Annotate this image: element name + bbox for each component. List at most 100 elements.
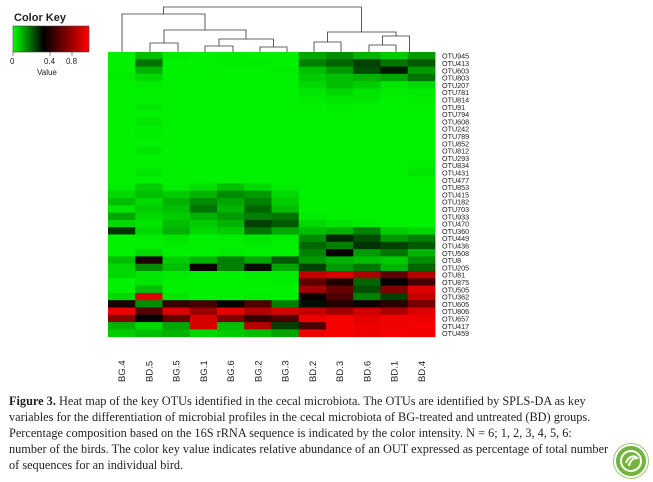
heatmap-cell [162, 139, 191, 148]
heatmap-cell [298, 278, 327, 286]
heatmap-cell [217, 329, 245, 338]
heatmap-cell [217, 66, 245, 75]
heatmap-cell [217, 198, 245, 206]
heatmap-cell [189, 292, 218, 301]
heatmap-cell [189, 81, 218, 89]
heatmap-cell [162, 59, 191, 67]
heatmap-cell [135, 161, 163, 170]
heatmap-cell [407, 285, 436, 294]
heatmap-cell [380, 278, 409, 286]
heatmap-cell [271, 52, 300, 60]
heatmap-cell [298, 234, 327, 243]
heatmap-cell [271, 103, 300, 111]
heatmap-cell [135, 168, 163, 177]
heatmap-cell [353, 314, 381, 323]
heatmap-cell [407, 52, 436, 60]
heatmap-cell [380, 176, 409, 184]
row-label: OTU362 [442, 293, 469, 302]
heatmap-cell [244, 190, 272, 199]
heatmap-cell [326, 117, 354, 126]
heatmap-cell [217, 52, 245, 60]
heatmap-cell [326, 329, 354, 338]
heatmap-cell [326, 212, 354, 221]
heatmap-cell [380, 241, 409, 250]
heatmap-cell [135, 212, 163, 221]
heatmap-cell [353, 81, 381, 89]
heatmap-cell [407, 95, 436, 104]
column-label: BD.5 [144, 361, 155, 382]
heatmap-cell [135, 132, 163, 140]
heatmap-cell [353, 176, 381, 184]
heatmap-cell [135, 125, 163, 133]
heatmap-cell [271, 278, 300, 286]
heatmap-cell [407, 329, 436, 338]
heatmap-cells [108, 52, 436, 338]
heatmap-cell [108, 241, 136, 250]
heatmap-cell [108, 52, 136, 60]
heatmap-cell [407, 278, 436, 286]
heatmap-cell [271, 300, 300, 308]
heatmap-cell [217, 271, 245, 279]
heatmap-cell [189, 110, 218, 119]
heatmap-cell [380, 117, 409, 126]
heatmap-cell [407, 176, 436, 184]
heatmap-cell [271, 263, 300, 272]
heatmap-cell [108, 234, 136, 243]
heatmap-cell [380, 125, 409, 133]
heatmap-cell [326, 73, 354, 82]
heatmap-cell [162, 117, 191, 126]
heatmap-cell [271, 198, 300, 206]
heatmap-cell [135, 271, 163, 279]
heatmap-cell [135, 73, 163, 82]
column-label: BG.5 [172, 360, 183, 382]
heatmap-cell [380, 292, 409, 301]
heatmap-cell [244, 300, 272, 308]
heatmap-cell [353, 168, 381, 177]
heatmap-cell [189, 285, 218, 294]
figure-caption-text: Heat map of the key OTUs identified in t… [9, 394, 609, 472]
row-label: OTU449 [442, 234, 469, 243]
heatmap-cell [244, 110, 272, 119]
heatmap-cell [162, 205, 191, 213]
heatmap-cell [217, 125, 245, 133]
row-label: OTU852 [442, 139, 469, 148]
heatmap-cell [353, 73, 381, 82]
heatmap-cell [380, 103, 409, 111]
heatmap-cell [217, 285, 245, 294]
heatmap-cell [380, 307, 409, 316]
row-label: OTU459 [442, 329, 469, 338]
figure-number: Figure 3. [9, 394, 56, 408]
heatmap-cell [244, 256, 272, 265]
heatmap-cell [108, 249, 136, 257]
heatmap-cell [271, 227, 300, 235]
heatmap-cell [135, 278, 163, 286]
heatmap-cell [217, 263, 245, 272]
heatmap-cell [407, 271, 436, 279]
heatmap-cell [189, 256, 218, 265]
heatmap-cell [244, 103, 272, 111]
heatmap-cell [135, 285, 163, 294]
heatmap-cell [271, 66, 300, 75]
heatmap-cell [217, 219, 245, 228]
column-label: BD.3 [335, 361, 346, 382]
heatmap-cell [298, 314, 327, 323]
heatmap-cell [326, 139, 354, 148]
heatmap-cell [108, 161, 136, 170]
row-label: OTU781 [442, 88, 469, 97]
heatmap-cell [162, 125, 191, 133]
row-label: OTU803 [442, 74, 469, 83]
heatmap-cell [271, 154, 300, 162]
heatmap-cell [162, 110, 191, 119]
heatmap-cell [380, 198, 409, 206]
heatmap-cell [380, 183, 409, 192]
row-label: OTU814 [442, 96, 469, 105]
heatmap-cell [407, 66, 436, 75]
heatmap-cell [298, 139, 327, 148]
heatmap-cell [326, 271, 354, 279]
heatmap-cell [162, 329, 191, 338]
color-key-tick-2: 0.8 [66, 57, 78, 66]
heatmap-cell [298, 263, 327, 272]
heatmap-cell [244, 314, 272, 323]
heatmap-cell [380, 314, 409, 323]
heatmap-cell [353, 271, 381, 279]
